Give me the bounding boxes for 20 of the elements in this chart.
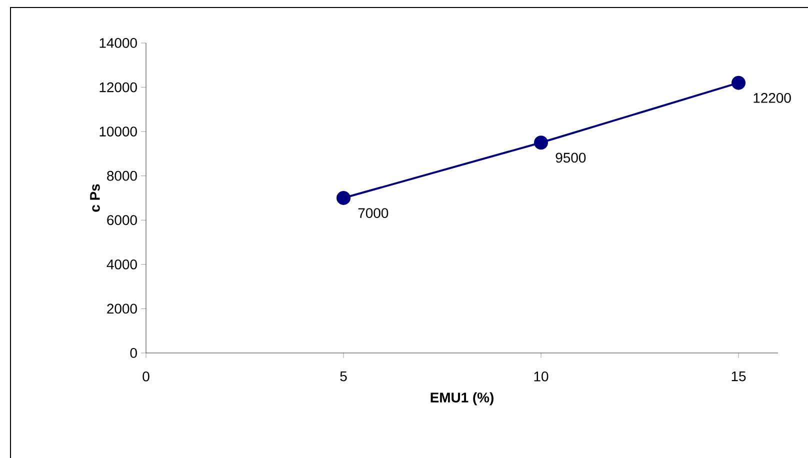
y-tick-label: 0	[130, 348, 137, 358]
data-label: 7000	[358, 208, 388, 218]
point	[732, 76, 746, 90]
x-tick-label: 15	[732, 372, 746, 382]
data-label: 12200	[754, 92, 791, 103]
y-tick-label: 8000	[107, 170, 137, 181]
y-tick-label: 12000	[100, 82, 137, 92]
x-tick-label: 0	[142, 371, 150, 382]
y-tick-label: 6000	[107, 215, 137, 226]
data-label: 9500	[556, 152, 586, 163]
point	[534, 136, 548, 150]
x-axis-title: EMU1 (%)	[430, 392, 494, 406]
y-tick-label: 2000	[107, 304, 137, 314]
y-tick-label: 14000	[100, 38, 137, 48]
y-axis-title: c Ps	[90, 184, 100, 212]
x-tick-label: 5	[340, 372, 347, 382]
x-tick-label: 10	[534, 371, 548, 382]
point	[336, 190, 351, 205]
y-tick-label: 4000	[106, 259, 137, 270]
y-tick-label: 10000	[100, 126, 137, 136]
